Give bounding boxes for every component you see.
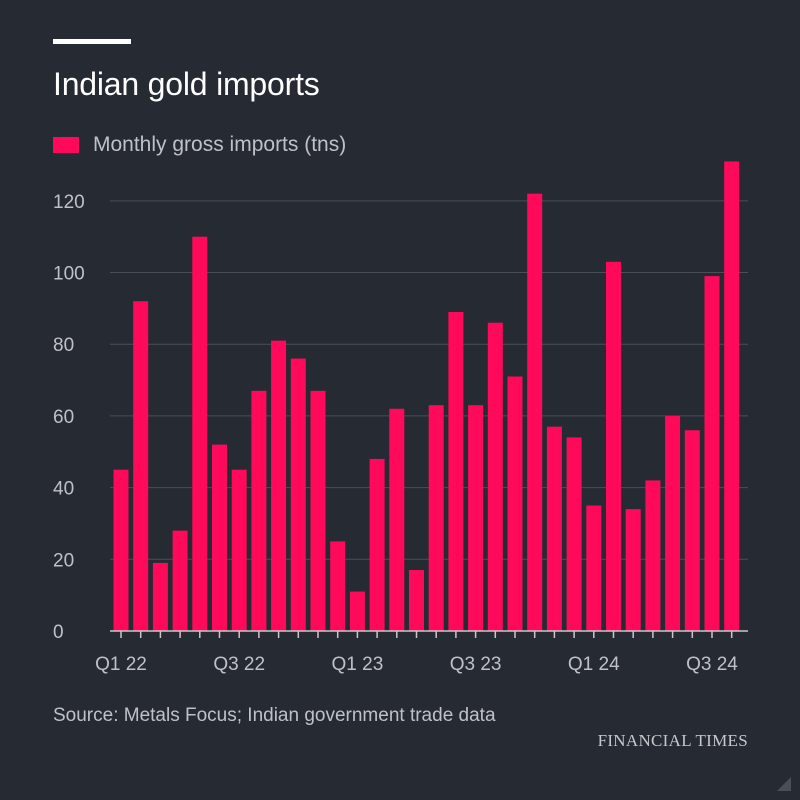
bar-jul-24 — [704, 276, 720, 631]
bar-apr-22 — [172, 530, 188, 631]
legend: Monthly gross imports (tns) — [53, 133, 346, 157]
x-tick-label: Q1 23 — [332, 654, 384, 675]
brand-wordmark: FINANCIAL TIMES — [597, 731, 748, 750]
y-tick-label: 80 — [53, 335, 74, 356]
bar-may-23 — [428, 405, 444, 631]
bar-may-24 — [665, 415, 681, 631]
bar-aug-22 — [251, 390, 267, 631]
bar-aug-24 — [724, 161, 740, 631]
bar-feb-24 — [606, 261, 621, 631]
x-tick-label: Q3 23 — [450, 654, 502, 675]
bar-sep-23 — [507, 376, 523, 631]
bar-jan-23 — [349, 591, 365, 631]
bar-mar-24 — [625, 509, 641, 631]
x-tick-label: Q3 22 — [213, 654, 265, 675]
bar-jul-22 — [231, 469, 247, 631]
legend-label: Monthly gross imports (tns) — [93, 133, 347, 156]
bar-apr-24 — [645, 480, 661, 631]
bar-jun-22 — [212, 444, 227, 631]
chart-title: Indian gold imports — [53, 66, 320, 102]
x-tick-label: Q1 24 — [568, 654, 620, 675]
bar-sep-22 — [271, 340, 287, 631]
legend-swatch — [53, 137, 79, 153]
bar-oct-23 — [527, 193, 543, 631]
bar-mar-22 — [152, 562, 168, 631]
y-tick-label: 20 — [53, 550, 74, 571]
bar-nov-22 — [310, 390, 326, 631]
bar-jan-24 — [586, 505, 602, 631]
source-note: Source: Metals Focus; Indian government … — [53, 705, 496, 726]
y-tick-label: 100 — [53, 264, 85, 285]
bar-dec-23 — [566, 437, 582, 631]
bar-jun-24 — [684, 430, 700, 631]
header-rule — [53, 39, 131, 44]
bar-dec-22 — [330, 541, 346, 631]
y-tick-label: 120 — [53, 192, 85, 213]
bar-jan-22 — [113, 469, 129, 631]
y-tick-label: 40 — [53, 479, 74, 500]
x-tick-label: Q1 22 — [95, 654, 147, 675]
bar-oct-22 — [290, 358, 306, 631]
corner-fold-icon — [777, 777, 791, 791]
bar-aug-23 — [487, 322, 503, 631]
bar-jun-23 — [448, 311, 464, 631]
bar-feb-22 — [133, 301, 149, 631]
y-tick-label: 0 — [53, 622, 64, 643]
bar-mar-23 — [389, 408, 405, 631]
bar-feb-23 — [369, 458, 385, 631]
bar-jul-23 — [468, 405, 484, 631]
y-tick-label: 60 — [53, 407, 74, 428]
x-tick-label: Q3 24 — [686, 654, 738, 675]
bar-apr-23 — [409, 570, 424, 631]
bar-nov-23 — [546, 426, 562, 631]
bar-may-22 — [192, 236, 208, 631]
